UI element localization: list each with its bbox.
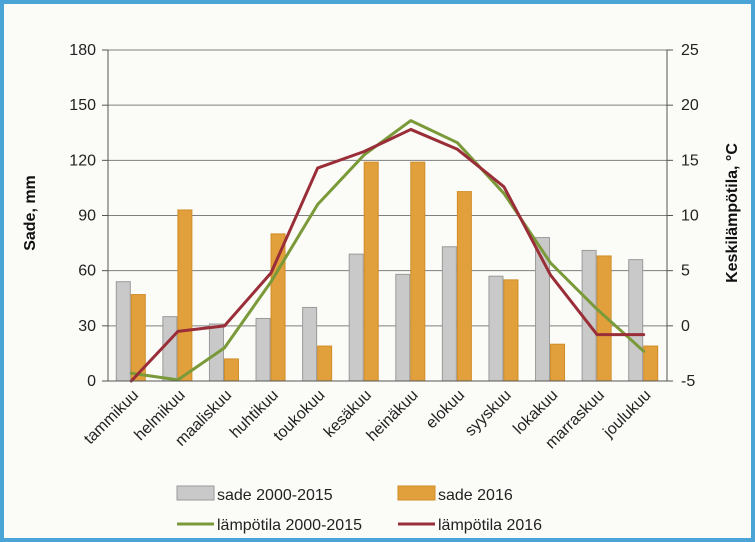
y-axis-title: Sade, mm (22, 175, 39, 251)
y-tick-label: 90 (78, 208, 96, 225)
y2-tick-label: 10 (681, 208, 699, 225)
bar-sade-2016 (643, 345, 659, 382)
bar-sade-2000-2015 (162, 316, 178, 382)
axes (102, 49, 673, 382)
y2-tick-label: 20 (681, 97, 699, 114)
bar-sade-2016 (550, 343, 566, 382)
y2-axis-title: Keskilämpötila, °C (724, 143, 741, 283)
y-tick-label: 30 (78, 318, 96, 335)
bar-sade-2000-2015 (115, 281, 131, 382)
y2-tick-label: 25 (681, 42, 699, 59)
line-lampotila-2016 (129, 127, 646, 383)
y-tick-label: 120 (69, 152, 96, 169)
y-tick-label: 60 (78, 263, 96, 280)
bar-sade-2016 (456, 191, 472, 382)
lines-layer (129, 119, 646, 383)
bar-sade-2000-2015 (255, 317, 271, 382)
x-tick-label: joulukuu (600, 387, 655, 442)
bar-sade-2016 (177, 209, 193, 382)
legend-sade-2000-2015-swatch (176, 485, 215, 501)
x-tick-label: tammikuu (81, 387, 142, 448)
bar-sade-2000-2015 (628, 259, 644, 382)
bar-sade-2016 (223, 358, 239, 382)
y-tick-label: 180 (69, 42, 96, 59)
legend-lampotila-2016-label: lämpötila 2016 (438, 517, 542, 534)
y2-tick-label: 5 (681, 263, 690, 280)
bars-layer (115, 161, 659, 382)
bar-sade-2000-2015 (348, 253, 364, 382)
bar-sade-2000-2015 (441, 246, 457, 382)
legend-sade-2016-swatch (397, 485, 436, 501)
legend-sade-2016-label: sade 2016 (438, 487, 513, 504)
line-lampotila-2000-2015 (129, 119, 646, 382)
bar-sade-2016 (503, 279, 519, 382)
bar-sade-2000-2015 (488, 275, 504, 382)
x-tick-label: toukokuu (271, 387, 329, 445)
bar-sade-2000-2015 (302, 306, 318, 382)
x-tick-label: elokuu (423, 387, 468, 432)
bar-sade-2016 (410, 161, 426, 382)
x-tick-label: syyskuu (462, 387, 515, 440)
y2-tick-label: -5 (681, 373, 695, 390)
bar-sade-2016 (317, 345, 333, 382)
legend-sade-2000-2015-label: sade 2000-2015 (217, 487, 333, 504)
x-tick-label: heinäkuu (364, 387, 422, 445)
bar-sade-2000-2015 (581, 249, 597, 382)
bar-sade-2016 (363, 161, 379, 382)
y-tick-label: 150 (69, 97, 96, 114)
legend: sade 2000-2015 sade 2016 lämpötila 2000-20… (176, 485, 542, 534)
tick-labels: 0306090120150180-50510152025tammikuuhelm… (69, 42, 699, 452)
bar-sade-2000-2015 (395, 273, 411, 382)
y2-tick-label: 15 (681, 152, 699, 169)
y2-tick-label: 0 (681, 318, 690, 335)
legend-lampotila-2000-2015-label: lämpötila 2000-2015 (217, 517, 362, 534)
y-tick-label: 0 (87, 373, 96, 390)
